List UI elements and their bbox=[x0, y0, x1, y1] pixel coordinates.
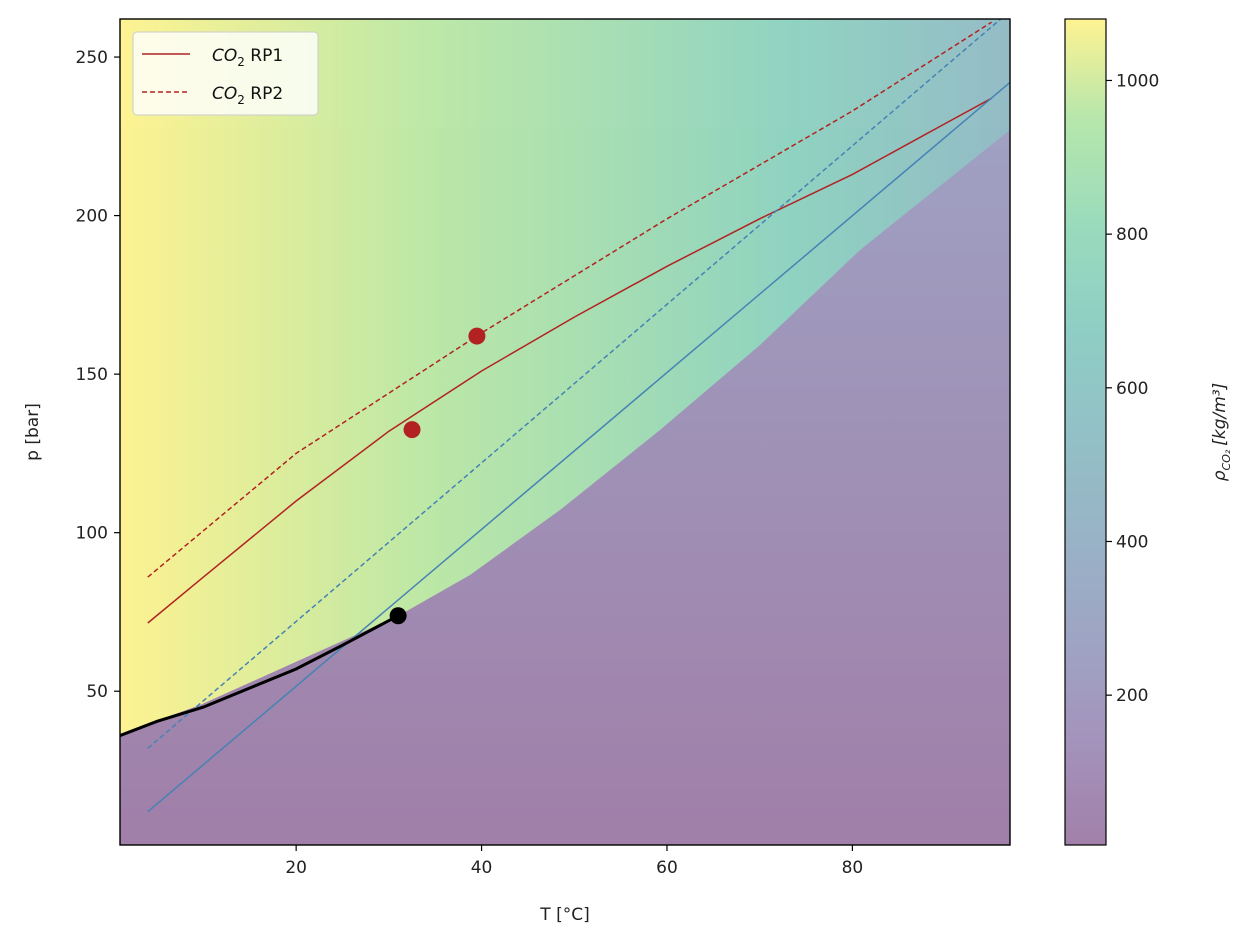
marker-point-0 bbox=[468, 327, 486, 345]
series-layer bbox=[120, 19, 1010, 813]
x-ticks: 20 40 60 80 bbox=[285, 845, 863, 878]
colorbar-ticks: 200 400 600 800 1000 bbox=[1106, 71, 1159, 706]
x-tick-label: 80 bbox=[842, 858, 864, 878]
legend: CO2 RP1 CO2 RP2 bbox=[132, 31, 319, 116]
colorbar-tick-label: 1000 bbox=[1116, 71, 1159, 91]
x-tick-label: 20 bbox=[285, 858, 307, 878]
series-line-3 bbox=[147, 19, 1002, 749]
colorbar-gradient bbox=[1065, 19, 1106, 845]
y-tick-label: 200 bbox=[76, 207, 108, 227]
colorbar-tick-label: 200 bbox=[1116, 686, 1148, 706]
y-axis-label: p [bar] bbox=[23, 403, 43, 461]
y-tick-label: 50 bbox=[86, 682, 108, 702]
series-line-1 bbox=[147, 21, 992, 578]
legend-box bbox=[132, 31, 319, 116]
y-tick-label: 250 bbox=[76, 48, 108, 68]
points-layer bbox=[389, 327, 486, 625]
colorbar-tick-label: 400 bbox=[1116, 532, 1148, 552]
series-line-4 bbox=[120, 614, 399, 737]
colorbar: 200 400 600 800 1000 ρCO₂[kg/m³] bbox=[1064, 18, 1233, 846]
colorbar-label: ρCO₂[kg/m³] bbox=[1210, 383, 1233, 482]
legend-label-rp2: CO2 RP2 bbox=[212, 84, 283, 107]
x-axis-label: T [°C] bbox=[539, 905, 589, 925]
x-tick-label: 60 bbox=[656, 858, 678, 878]
series-line-2 bbox=[147, 81, 1010, 813]
marker-point-1 bbox=[403, 421, 421, 439]
colorbar-frame bbox=[1064, 18, 1107, 846]
y-tick-label: 100 bbox=[76, 524, 108, 544]
series-line-0 bbox=[147, 97, 992, 624]
gas-region bbox=[120, 130, 1010, 845]
colorbar-tick-label: 800 bbox=[1116, 225, 1148, 245]
marker-point-2 bbox=[389, 607, 407, 625]
plot-frame bbox=[119, 18, 1011, 846]
density-field bbox=[120, 19, 1010, 845]
legend-label-rp1: CO2 RP1 bbox=[212, 46, 283, 69]
x-tick-label: 40 bbox=[471, 858, 493, 878]
y-ticks: 50 100 150 200 250 bbox=[76, 48, 120, 702]
y-tick-label: 150 bbox=[76, 365, 108, 385]
colorbar-tick-label: 600 bbox=[1116, 379, 1148, 399]
